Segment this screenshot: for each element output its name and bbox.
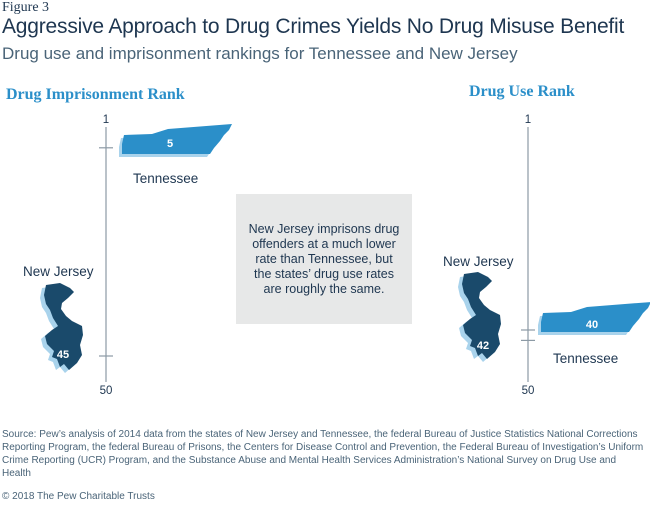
imprisonment-new-jersey-map-icon: 45 bbox=[40, 283, 83, 373]
druguse-tennessee-rank-label: 40 bbox=[586, 319, 598, 331]
chart-title: Aggressive Approach to Drug Crimes Yield… bbox=[2, 15, 625, 38]
druguse-axis-bottom-label: 50 bbox=[522, 385, 535, 397]
druguse-new-jersey-rank-label: 42 bbox=[477, 340, 489, 352]
imprisonment-tennessee-rank-label: 5 bbox=[167, 138, 173, 150]
imprisonment-new-jersey-label: New Jersey bbox=[23, 264, 94, 279]
figure-label: Figure 3 bbox=[2, 0, 50, 15]
druguse-new-jersey-label: New Jersey bbox=[443, 254, 514, 269]
source-note: Source: Pew’s analysis of 2014 data from… bbox=[2, 429, 644, 479]
callout-text: New Jersey imprisons drug offenders at a… bbox=[248, 221, 400, 296]
imprisonment-axis-bottom-label: 50 bbox=[100, 385, 113, 397]
druguse-tennessee-map-icon: 40 bbox=[538, 302, 650, 335]
chart-subtitle: Drug use and imprisonment rankings for T… bbox=[2, 44, 518, 63]
imprisonment-tennessee-map-icon: 5 bbox=[119, 124, 232, 157]
imprisonment-tennessee-label: Tennessee bbox=[133, 171, 199, 186]
imprisonment-axis-top-label: 1 bbox=[103, 114, 109, 126]
imprisonment-panel-title: Drug Imprisonment Rank bbox=[6, 86, 185, 103]
copyright-note: © 2018 The Pew Charitable Trusts bbox=[2, 491, 155, 502]
druguse-axis-top-label: 1 bbox=[525, 114, 531, 126]
druguse-tennessee-label: Tennessee bbox=[553, 351, 619, 366]
druguse-new-jersey-map-icon: 42 bbox=[458, 272, 501, 362]
druguse-panel-title: Drug Use Rank bbox=[469, 83, 575, 100]
imprisonment-new-jersey-rank-label: 45 bbox=[57, 349, 69, 361]
callout-box: New Jersey imprisons drug offenders at a… bbox=[236, 194, 412, 324]
